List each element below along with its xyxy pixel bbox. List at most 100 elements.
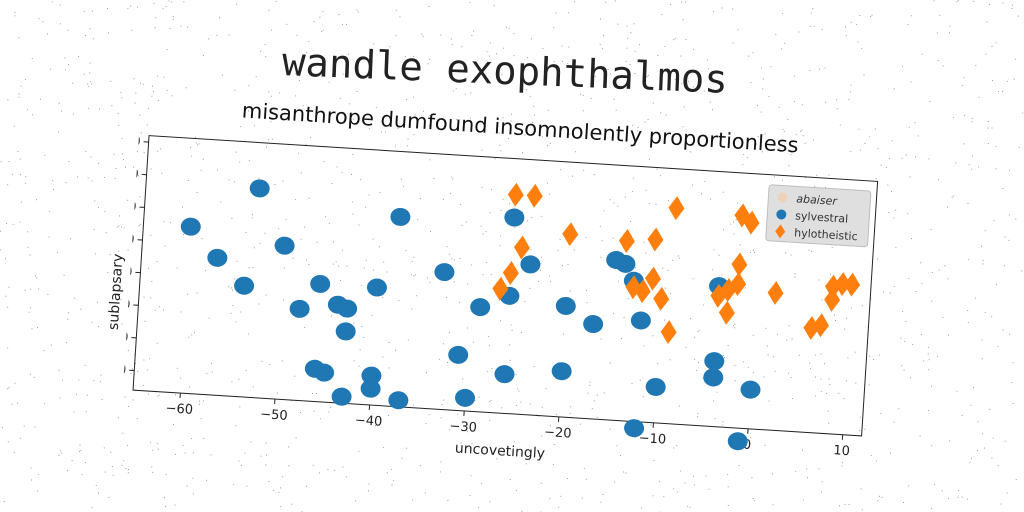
noise-dot [467,446,469,448]
noise-dot [782,128,784,130]
noise-dot [279,92,281,94]
noise-dot [44,403,46,405]
noise-dot [470,117,471,119]
data-point-sylvestral [335,322,356,341]
noise-dot [89,72,91,74]
noise-dot [948,497,949,499]
noise-dot [98,162,100,164]
noise-dot [995,168,997,170]
noise-dot [685,1,687,3]
noise-dot [861,48,863,50]
noise-dot [908,485,910,487]
noise-dot [305,485,307,487]
noise-dot [79,444,81,446]
noise-dot [643,241,645,243]
noise-dot [673,447,675,449]
noise-dot [68,64,69,65]
noise-dot [300,238,302,240]
noise-dot [99,381,101,383]
noise-dot [73,411,75,413]
noise-dot [174,504,176,506]
noise-dot [931,508,933,510]
noise-dot [971,168,973,170]
noise-dot [240,464,242,466]
noise-dot [649,158,650,160]
noise-dot [643,345,645,347]
noise-dot [489,401,491,402]
noise-dot [660,112,662,114]
noise-dot [211,371,213,373]
noise-dot [450,38,452,40]
noise-dot [819,68,821,70]
noise-dot [166,49,168,50]
noise-dot [48,211,50,213]
noise-dot [42,21,44,23]
noise-dot [668,200,669,202]
noise-dot [147,393,149,395]
noise-dot [157,448,159,450]
noise-dot [104,471,106,473]
noise-dot [987,127,989,129]
noise-dot [80,308,82,310]
noise-dot [778,147,780,149]
noise-dot [605,1,607,3]
noise-dot [744,287,746,289]
noise-dot [353,322,355,324]
noise-dot [757,136,759,137]
noise-dot [190,155,192,157]
noise-dot [371,314,373,316]
noise-dot [31,479,32,481]
noise-dot [889,292,891,294]
noise-dot [625,61,627,62]
noise-dot [464,93,466,95]
noise-dot [521,510,523,512]
noise-dot [772,504,774,506]
noise-dot [147,107,149,109]
noise-dot [955,162,957,164]
noise-dot [972,155,973,157]
noise-dot [356,9,358,11]
noise-dot [623,317,625,318]
noise-dot [632,124,634,126]
data-point-hylotheistic [634,279,651,304]
noise-dot [453,259,455,261]
noise-dot [174,407,176,409]
noise-dot [421,115,423,117]
noise-dot [38,18,40,20]
noise-dot [824,363,825,365]
noise-dot [639,379,641,381]
noise-dot [321,30,323,32]
noise-dot [777,334,779,336]
noise-dot [300,63,301,65]
noise-dot [18,93,20,95]
noise-dot [875,178,877,180]
noise-dot [651,141,653,143]
noise-dot [786,339,788,341]
noise-dot [660,175,662,177]
noise-dot [496,128,498,130]
noise-dot [258,177,260,179]
data-point-hylotheistic [731,252,748,277]
noise-dot [407,339,409,341]
noise-dot [901,365,903,367]
noise-dot [238,378,240,380]
noise-dot [156,443,158,445]
noise-dot [236,3,238,5]
x-tick-label: 0 [742,438,751,453]
noise-dot [166,89,168,91]
noise-dot [787,118,789,120]
noise-dot [673,39,675,41]
noise-dot [705,475,707,477]
noise-dot [947,206,948,208]
noise-dot [752,334,754,336]
noise-dot [532,122,534,124]
noise-dot [37,490,39,492]
noise-dot [537,281,539,282]
noise-dot [175,453,177,455]
noise-dot [791,338,793,340]
noise-dot [542,136,543,138]
noise-dot [795,134,797,136]
noise-dot [718,254,720,256]
noise-dot [112,474,114,476]
noise-dot [845,35,847,37]
